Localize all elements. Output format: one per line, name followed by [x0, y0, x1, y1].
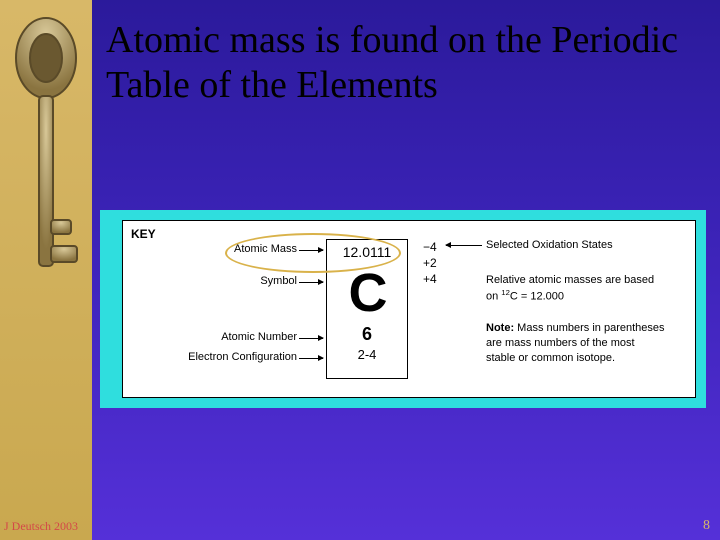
- isotope-note: Note: Mass numbers in parentheses are ma…: [486, 321, 686, 366]
- key-icon: [8, 10, 84, 310]
- slide-title: Atomic mass is found on the Periodic Tab…: [106, 18, 706, 108]
- rel-iso-sup: 12: [501, 288, 510, 297]
- footer-author: J Deutsch 2003: [4, 519, 78, 534]
- ox-state-value: +2: [423, 255, 437, 271]
- oxidation-states: −4 +2 +4: [423, 239, 437, 288]
- label-symbol: Symbol: [157, 275, 297, 287]
- label-atomic-number: Atomic Number: [157, 331, 297, 343]
- element-electron-config: 2-4: [327, 347, 407, 362]
- rel-line1: Relative atomic masses are based: [486, 274, 654, 286]
- sidebar-decorative: [0, 0, 92, 540]
- ox-state-value: −4: [423, 239, 437, 255]
- label-atomic-mass: Atomic Mass: [157, 243, 297, 255]
- rel-iso-rest: C = 12.000: [510, 291, 564, 303]
- ox-state-value: +4: [423, 271, 437, 287]
- arrow-icon: [446, 245, 482, 246]
- key-heading: KEY: [131, 227, 156, 241]
- note-l2: are mass numbers of the most: [486, 337, 635, 349]
- rel-line2-prefix: on: [486, 291, 501, 303]
- diagram-container: KEY Atomic Mass Symbol Atomic Number Ele…: [100, 210, 706, 408]
- slide: Atomic mass is found on the Periodic Tab…: [0, 0, 720, 540]
- periodic-key-diagram: KEY Atomic Mass Symbol Atomic Number Ele…: [122, 220, 696, 398]
- arrow-icon: [299, 358, 323, 359]
- footer-page-number: 8: [703, 518, 710, 534]
- note-l3: stable or common isotope.: [486, 352, 615, 364]
- element-atomic-number: 6: [327, 324, 407, 345]
- arrow-icon: [299, 282, 323, 283]
- label-electron-config: Electron Configuration: [157, 351, 297, 363]
- note-l1: Mass numbers in parentheses: [514, 322, 664, 334]
- label-selected-oxidation: Selected Oxidation States: [486, 239, 613, 251]
- element-symbol: C: [327, 266, 407, 320]
- note-bold: Note:: [486, 322, 514, 334]
- element-box: 12.0111 C 6 2-4: [326, 239, 408, 379]
- arrow-icon: [299, 338, 323, 339]
- arrow-icon: [299, 250, 323, 251]
- relative-mass-note: Relative atomic masses are based on 12C …: [486, 273, 686, 304]
- element-atomic-mass: 12.0111: [327, 244, 407, 260]
